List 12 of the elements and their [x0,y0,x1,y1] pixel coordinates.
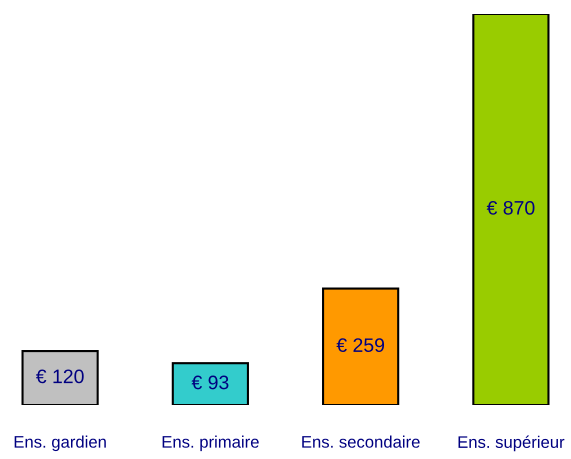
bar [21,350,99,405]
data-label: € 259 [336,338,384,352]
data-label: € 870 [486,200,534,215]
x-tick-label: Ens. secondaire [302,436,420,448]
x-tick-label: Ens. gardien [14,436,106,452]
bar [322,288,400,405]
bar [472,14,550,405]
data-label: € 93 [192,376,228,390]
x-tick-label: Ens. primaire [162,436,259,452]
data-label: € 120 [36,369,84,384]
bar [172,362,249,405]
x-tick-label: Ens. supérieur [458,436,564,452]
